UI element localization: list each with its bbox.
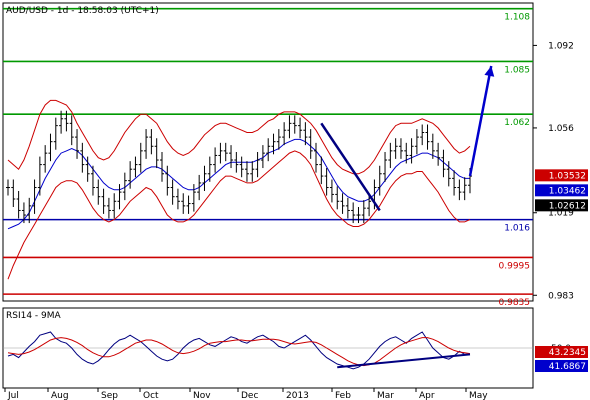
price-badge-0 (535, 169, 588, 182)
price-badges: 1.03532 1.03462 1.02612 43.2345 41.6867 (535, 169, 588, 372)
y-tick-label-0: 1.092 (548, 41, 574, 51)
rsi-badge-1 (535, 360, 588, 372)
price-bars (6, 110, 472, 224)
chart-title: AUD/USD - 1d - 18:58:03 (UTC+1) (6, 6, 159, 16)
x-tick-label-9: Apr (419, 391, 435, 400)
price-badge-label-0: 1.03532 (549, 171, 586, 181)
rsi-title: RSI14 - 9MA (6, 311, 62, 321)
bollinger-bands (7, 99, 471, 280)
trendlines (320, 65, 495, 212)
rsi-badge-label-1: 41.6867 (549, 362, 586, 372)
x-tick-label-8: Mar (377, 391, 394, 400)
moving-average-line (7, 138, 470, 230)
bollinger-lower-line (7, 150, 471, 280)
rsi-badge-0 (535, 346, 588, 358)
trend-arrowhead (484, 66, 495, 77)
x-tick-label-10: May (469, 391, 488, 400)
price-badge-label-2: 1.02612 (549, 201, 586, 211)
axis-labels: 1.0921.0561.0190.98350.0JulAugSepOctNovD… (4, 41, 574, 400)
moving-average (7, 138, 470, 230)
x-tick-label-1: Aug (51, 391, 69, 400)
price-badge-2 (535, 199, 588, 212)
rsi-trendline (337, 353, 471, 369)
bollinger-upper-line (7, 99, 471, 175)
y-tick-label-2: 1.019 (548, 209, 574, 219)
y-tick-label-3: 0.983 (548, 291, 574, 301)
rsi-series (3, 331, 533, 370)
rsi-badge-label-0: 43.2345 (549, 348, 586, 358)
level-label-1: 1.085 (504, 65, 530, 75)
x-tick-label-0: Jul (7, 391, 19, 400)
price-badge-1 (535, 184, 588, 197)
level-label-0: 1.108 (504, 13, 530, 23)
y-tick-label-1: 1.056 (548, 124, 574, 134)
rsi-series-line-1 (7, 337, 471, 367)
horizontal-levels: 1.108 1.085 1.062 1.016 0.9995 0.9835 (3, 7, 533, 308)
x-tick-label-2: Sep (101, 391, 118, 400)
trendline-1 (468, 65, 493, 177)
level-label-4: 0.9995 (499, 261, 531, 271)
level-label-2: 1.062 (504, 118, 530, 128)
x-tick-label-3: Oct (143, 391, 159, 400)
x-tick-label-5: Dec (241, 391, 258, 400)
price-badge-label-1: 1.03462 (549, 186, 586, 196)
x-tick-label-7: Feb (335, 391, 351, 400)
x-tick-label-6: 2013 (286, 391, 309, 400)
trendline-0 (320, 122, 381, 212)
x-tick-label-4: Nov (193, 391, 211, 400)
level-label-5: 0.9835 (499, 298, 531, 308)
level-label-3: 1.016 (504, 224, 530, 234)
